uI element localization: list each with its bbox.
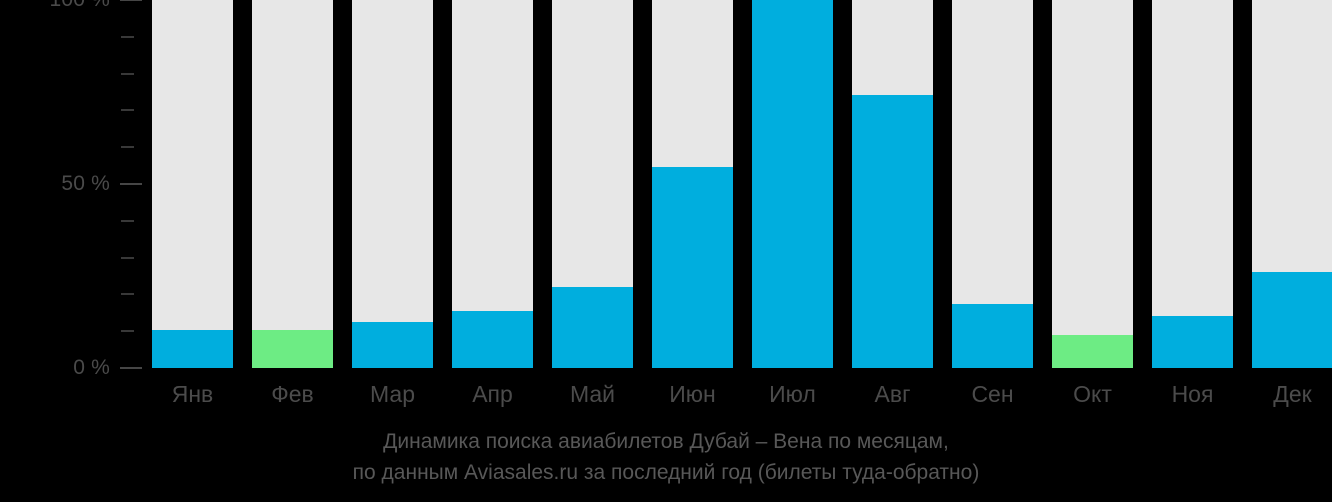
bar-fill <box>252 330 333 368</box>
bar-track <box>1152 0 1233 368</box>
bar-column[interactable] <box>152 0 233 368</box>
y-axis-tick-label: 0 % <box>73 356 110 379</box>
x-axis-tick-label: Окт <box>1073 381 1112 407</box>
plot-area <box>152 0 1332 368</box>
bar-fill <box>552 287 633 368</box>
tick-mark <box>121 109 134 112</box>
bar-fill <box>352 322 433 368</box>
bar-column[interactable] <box>952 0 1033 368</box>
x-axis-tick-label: Апр <box>472 381 513 407</box>
bar-fill <box>1052 334 1133 368</box>
bar-fill <box>152 330 233 368</box>
tick-mark <box>121 293 134 296</box>
y-axis-tick-label: 50 % <box>61 172 110 195</box>
bar-column[interactable] <box>652 0 733 368</box>
y-axis: 0 % 50 % 100 % <box>0 0 152 379</box>
x-axis-tick-label: Мар <box>369 381 415 407</box>
x-axis: Янв Фев Мар Апр Май Июн Июл Авг Сен Окт Ноя Дек <box>152 368 1332 418</box>
bar-fill <box>952 303 1033 368</box>
bar-column[interactable] <box>1252 0 1332 368</box>
bar-track <box>452 0 533 368</box>
x-axis-tick-label: Июл <box>769 381 816 407</box>
bar-column[interactable] <box>752 0 833 368</box>
bar-column[interactable] <box>252 0 333 368</box>
caption-line-1: Динамика поиска авиабилетов Дубай – Вена… <box>383 430 949 453</box>
bar-column[interactable] <box>1152 0 1233 368</box>
tick-mark <box>121 72 134 75</box>
bar-fill <box>852 94 933 368</box>
bar-fill <box>752 0 833 368</box>
tick-mark <box>120 0 142 1</box>
tick-mark <box>121 146 134 149</box>
chart-caption: Динамика поиска авиабилетов Дубай – Вена… <box>0 426 1332 488</box>
tick-mark <box>120 367 142 369</box>
bar-track <box>352 0 433 368</box>
x-axis-tick-label: Май <box>569 381 616 407</box>
x-axis-tick-label: Янв <box>171 381 214 407</box>
bar-column[interactable] <box>552 0 633 368</box>
tick-mark <box>121 219 134 222</box>
tick-mark <box>121 35 134 38</box>
bar-fill <box>452 310 533 368</box>
y-axis-tick-label: 100 % <box>49 0 110 14</box>
tick-mark <box>120 183 142 185</box>
x-axis-tick-label: Ноя <box>1171 381 1214 407</box>
bar-track <box>152 0 233 368</box>
bar-fill <box>1152 316 1233 368</box>
x-axis-tick-label: Июн <box>669 381 716 407</box>
bar-track <box>1052 0 1133 368</box>
x-axis-tick-label: Фев <box>271 381 314 407</box>
bar-column[interactable] <box>1052 0 1133 368</box>
tick-mark <box>121 330 134 333</box>
bar-fill <box>652 167 733 368</box>
bar-track <box>252 0 333 368</box>
x-axis-tick-label: Сен <box>971 381 1014 407</box>
bar-column[interactable] <box>452 0 533 368</box>
tick-mark <box>121 256 134 259</box>
bar-fill <box>1252 271 1332 368</box>
bar-column[interactable] <box>852 0 933 368</box>
caption-line-2: по данным Aviasales.ru за последний год … <box>352 461 980 484</box>
x-axis-tick-label: Дек <box>1273 381 1312 407</box>
x-axis-tick-label: Авг <box>874 381 911 407</box>
bar-column[interactable] <box>352 0 433 368</box>
